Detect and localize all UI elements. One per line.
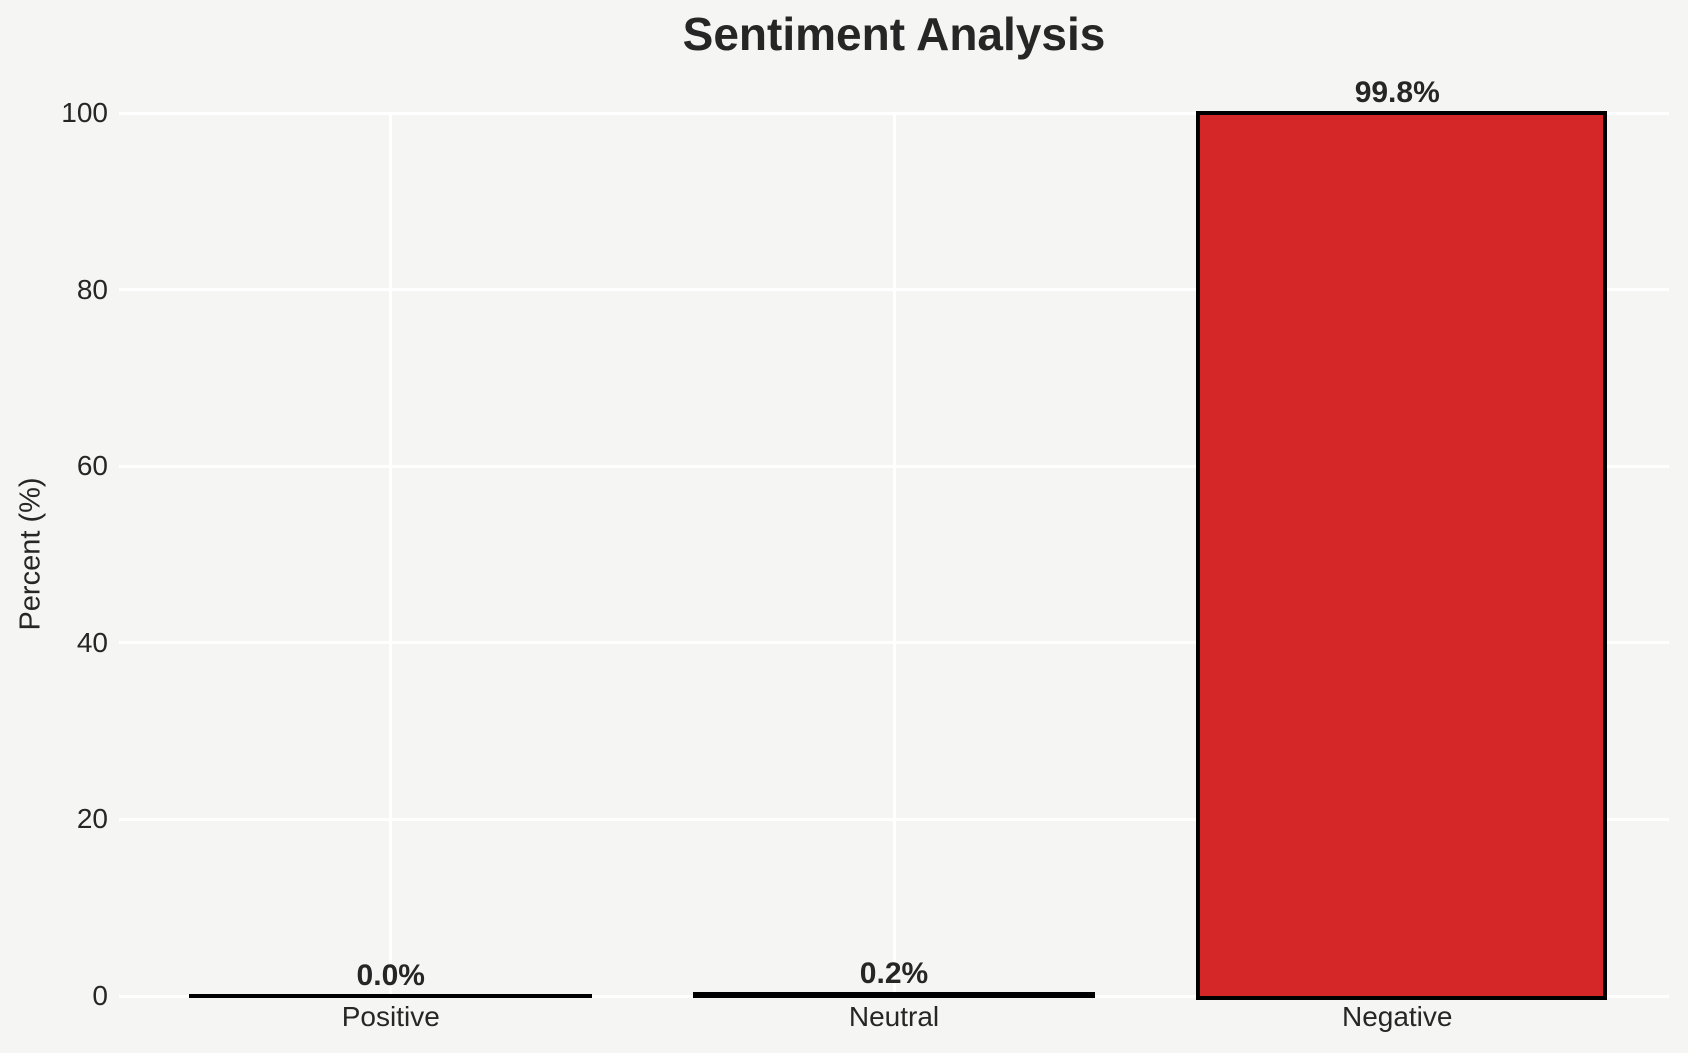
x-tick-label-positive: Positive bbox=[341, 1001, 440, 1032]
y-tick-label-20: 20 bbox=[76, 803, 108, 835]
gridline-vertical-positive bbox=[389, 113, 393, 996]
value-label-negative: 99.8% bbox=[1354, 75, 1440, 109]
bar-neutral bbox=[692, 992, 1096, 998]
x-tick-label-neutral: Neutral bbox=[848, 1001, 940, 1032]
chart-title: Sentiment Analysis bbox=[682, 8, 1106, 60]
y-tick-label-80: 80 bbox=[76, 273, 108, 305]
x-tick-label-negative: Negative bbox=[1341, 1001, 1453, 1032]
y-axis-label: Percent (%) bbox=[14, 477, 47, 631]
gridline-vertical-neutral bbox=[892, 113, 896, 996]
value-label-neutral: 0.2% bbox=[859, 957, 929, 990]
bar-positive bbox=[189, 994, 593, 998]
y-tick-label-40: 40 bbox=[76, 626, 108, 658]
y-tick-label-100: 100 bbox=[61, 97, 108, 128]
bar-negative bbox=[1195, 110, 1607, 1000]
y-tick-label-60: 60 bbox=[76, 450, 108, 482]
value-label-positive: 0.0% bbox=[356, 959, 425, 992]
y-tick-label-0: 0 bbox=[92, 980, 108, 1011]
plot-area: 0.0% 0.2% 99.8% bbox=[119, 76, 1669, 1000]
